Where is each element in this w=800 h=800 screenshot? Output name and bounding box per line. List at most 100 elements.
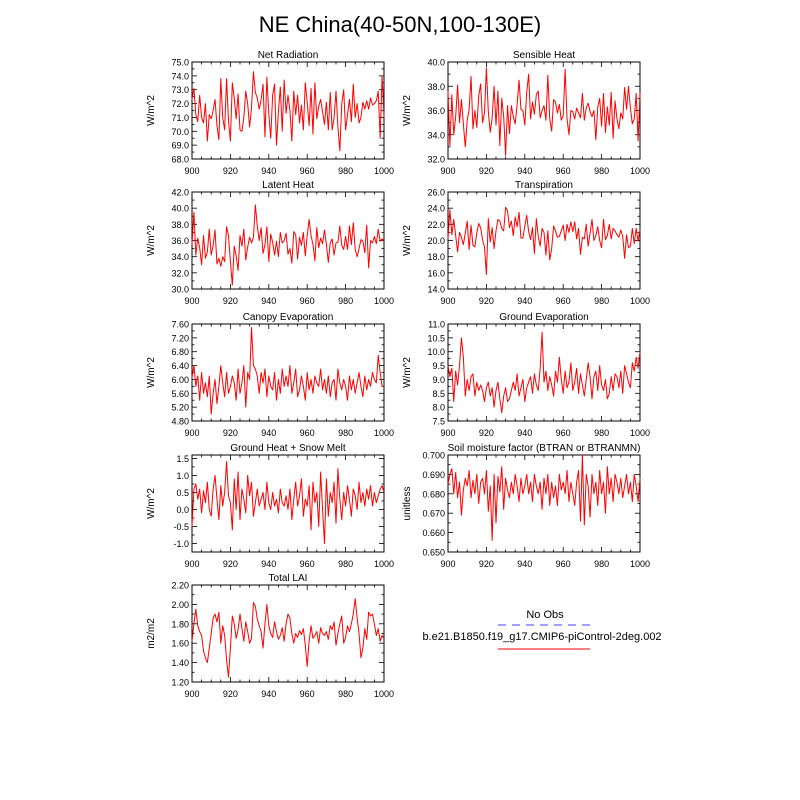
panel-sensible-heat-frame [447, 61, 641, 160]
panel-canopy-evaporation-xtick-label: 940 [261, 428, 276, 438]
panel-ground-heat-snow-melt-ytick-label: -1.0 [173, 539, 189, 549]
panel-sensible-heat: Sensible Heat W/m^2 900 920 940 960 980 1000 32.… [402, 50, 650, 176]
panel-soil-moisture-factor-btran-or-btranmn-frame [447, 454, 641, 553]
panel-transpiration-ytick-label: 22.0 [427, 220, 445, 230]
panel-canopy-evaporation-series-line [191, 326, 384, 415]
panel-sensible-heat-xtick-label: 940 [517, 166, 532, 176]
panel-total-lai-xtick-label: 960 [300, 689, 315, 699]
panel-sensible-heat-title: Sensible Heat [513, 50, 575, 61]
panel-total-lai-xtick-label: 940 [261, 689, 276, 699]
panel-soil-moisture-factor-btran-or-btranmn-xtick-label: 920 [479, 559, 494, 569]
panel-soil-moisture-factor-btran-or-btranmn-series-line [447, 454, 641, 541]
panel-total-lai-title: Total LAI [269, 573, 308, 584]
panel-sensible-heat-xtick-label: 900 [440, 166, 455, 176]
panel-total-lai-ytick-label: 2.00 [171, 600, 189, 610]
panel-soil-moisture-factor-btran-or-btranmn-xtick-label: 900 [440, 559, 455, 569]
panel-canopy-evaporation-xtick-label: 920 [223, 428, 238, 438]
panel-net-radiation-series-line [191, 71, 385, 152]
panel-transpiration-ytick-label: 18.0 [427, 252, 445, 262]
panel-ground-evaporation-title: Ground Evaporation [499, 312, 589, 323]
panel-total-lai-ytick-label: 2.20 [171, 581, 189, 591]
panel-ground-heat-snow-melt: Ground Heat + Snow Melt W/m^2 900 920 940 960… [146, 443, 394, 569]
panel-sensible-heat-series-line [447, 67, 641, 156]
panel-ground-evaporation-ytick-label: 7.5 [432, 417, 445, 427]
panel-ground-evaporation-ytick-label: 10.5 [427, 333, 445, 343]
panel-ground-heat-snow-melt-ytick-label: 1.0 [176, 471, 189, 481]
panel-ground-evaporation-ytick-label: 9.5 [432, 361, 445, 371]
panel-transpiration-xtick-label: 960 [556, 296, 571, 306]
panel-net-radiation-ytick-label: 70.0 [171, 127, 189, 137]
panel-net-radiation-ylabel: W/m^2 [146, 95, 157, 126]
legend-obs-label: No Obs [526, 609, 564, 621]
panel-net-radiation-title: Net Radiation [258, 50, 319, 61]
panel-net-radiation-ytick-label: 69.0 [171, 141, 189, 151]
panel-total-lai: Total LAI m2/m2 900 920 940 960 980 1000 1.20 1.4… [146, 573, 394, 699]
panel-latent-heat-frame [191, 191, 385, 290]
panel-soil-moisture-factor-btran-or-btranmn-ytick-label: 0.700 [422, 451, 445, 461]
panel-sensible-heat-ytick-label: 38.0 [427, 82, 445, 92]
panel-canopy-evaporation-title: Canopy Evaporation [243, 312, 334, 323]
panel-canopy-evaporation-xtick-label: 960 [300, 428, 315, 438]
panel-ground-heat-snow-melt-ytick-label: 0.0 [176, 505, 189, 515]
panel-ground-heat-snow-melt-ytick-label: 1.5 [176, 454, 189, 464]
panel-canopy-evaporation-xtick-label: 900 [184, 428, 199, 438]
panel-canopy-evaporation-ytick-label: 5.60 [171, 389, 189, 399]
panel-total-lai-ytick-label: 1.60 [171, 639, 189, 649]
panel-latent-heat-xtick-label: 940 [261, 296, 276, 306]
panel-ground-heat-snow-melt-xtick-label: 980 [338, 559, 353, 569]
panel-sensible-heat-xtick-label: 920 [479, 166, 494, 176]
panel-soil-moisture-factor-btran-or-btranmn-xtick-label: 940 [517, 559, 532, 569]
panel-net-radiation-xtick-label: 1000 [374, 166, 394, 176]
panel-soil-moisture-factor-btran-or-btranmn: Soil moisture factor (BTRAN or BTRANMN) u… [402, 443, 650, 569]
panel-net-radiation-ytick-label: 75.0 [171, 58, 189, 68]
panel-ground-heat-snow-melt-xtick-label: 920 [223, 559, 238, 569]
panel-transpiration-ytick-label: 26.0 [427, 188, 445, 198]
panel-ground-evaporation-xtick-label: 920 [479, 428, 494, 438]
panel-soil-moisture-factor-btran-or-btranmn-xtick-label: 980 [594, 559, 609, 569]
panel-total-lai-xtick-label: 980 [338, 689, 353, 699]
panel-sensible-heat-ytick-label: 32.0 [427, 155, 445, 165]
panels: Net Radiation W/m^2 900 920 940 960 980 1000 68.… [146, 50, 650, 699]
panel-sensible-heat-ytick-label: 34.0 [427, 130, 445, 140]
panel-ground-heat-snow-melt-ytick-label: 0.5 [176, 488, 189, 498]
panel-ground-evaporation: Ground Evaporation W/m^2 900 920 940 960 980 10… [402, 312, 650, 438]
panel-ground-evaporation-series-line [447, 331, 641, 414]
panel-ground-heat-snow-melt-title: Ground Heat + Snow Melt [230, 443, 346, 454]
panel-canopy-evaporation-xtick-label: 980 [338, 428, 353, 438]
panel-transpiration-ytick-label: 14.0 [427, 285, 445, 295]
panel-transpiration: Transpiration W/m^2 900 920 940 960 980 1000 14.… [402, 180, 650, 306]
panel-total-lai-ytick-label: 1.80 [171, 619, 189, 629]
panel-transpiration-ytick-label: 20.0 [427, 236, 445, 246]
panel-net-radiation-ytick-label: 71.0 [171, 113, 189, 123]
panel-ground-evaporation-xtick-label: 1000 [630, 428, 650, 438]
panel-soil-moisture-factor-btran-or-btranmn-ylabel: unitless [402, 487, 413, 521]
panel-soil-moisture-factor-btran-or-btranmn-ytick-label: 0.660 [422, 528, 445, 538]
panel-sensible-heat-xtick-label: 1000 [630, 166, 650, 176]
panel-sensible-heat-xtick-label: 960 [556, 166, 571, 176]
panel-canopy-evaporation-ytick-label: 6.00 [171, 375, 189, 385]
panel-soil-moisture-factor-btran-or-btranmn-title: Soil moisture factor (BTRAN or BTRANMN) [448, 443, 641, 454]
panel-latent-heat-ytick-label: 42.0 [171, 188, 189, 198]
panel-latent-heat-title: Latent Heat [262, 180, 314, 191]
panel-transpiration-ylabel: W/m^2 [402, 225, 413, 256]
panel-net-radiation-xtick-label: 900 [184, 166, 199, 176]
panel-ground-heat-snow-melt-xtick-label: 900 [184, 559, 199, 569]
panel-canopy-evaporation-frame [191, 323, 385, 422]
panel-ground-evaporation-ytick-label: 9.0 [432, 375, 445, 385]
panel-transpiration-xtick-label: 940 [517, 296, 532, 306]
panel-ground-evaporation-ytick-label: 11.0 [428, 320, 445, 330]
panel-sensible-heat-xtick-label: 980 [594, 166, 609, 176]
panel-net-radiation-xtick-label: 960 [300, 166, 315, 176]
panel-latent-heat-xtick-label: 1000 [374, 296, 394, 306]
panel-ground-heat-snow-melt-xtick-label: 1000 [374, 559, 394, 569]
panel-transpiration-title: Transpiration [515, 180, 573, 191]
panel-net-radiation-ytick-label: 68.0 [171, 155, 189, 165]
panel-transpiration-xtick-label: 980 [594, 296, 609, 306]
panel-sensible-heat-ylabel: W/m^2 [402, 95, 413, 126]
panel-latent-heat-ytick-label: 32.0 [171, 268, 189, 278]
panel-ground-evaporation-xtick-label: 900 [440, 428, 455, 438]
panel-transpiration-ytick-label: 16.0 [427, 268, 445, 278]
panel-sensible-heat-ytick-label: 36.0 [427, 106, 445, 116]
panel-total-lai-xtick-label: 920 [223, 689, 238, 699]
